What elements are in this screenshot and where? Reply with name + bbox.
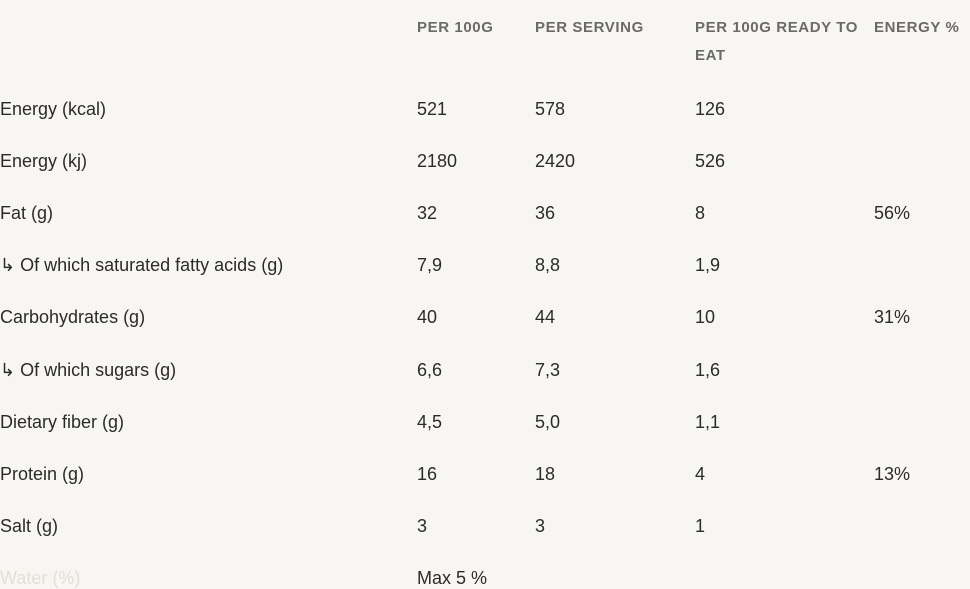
cell-value: 126 <box>695 99 726 119</box>
row-label: Fat (g) <box>0 203 54 224</box>
cell-value: 8 <box>695 203 706 224</box>
cell-value: 18 <box>535 463 556 484</box>
cell-value: 3 <box>535 515 546 536</box>
cell-value: 31% <box>874 307 911 328</box>
row-label: Protein (g) <box>0 463 85 484</box>
column-header: PER 100G <box>417 19 494 36</box>
cell-value: 6,6 <box>417 359 443 380</box>
cell-value: 44 <box>535 307 556 328</box>
cell-value: 1,6 <box>695 359 721 380</box>
cell-value: 56% <box>874 203 911 224</box>
row-label: Energy (kj) <box>0 151 88 172</box>
cell-value: 1,1 <box>695 411 721 432</box>
cell-value: 4 <box>695 463 706 484</box>
row-label: Dietary fiber (g) <box>0 411 125 432</box>
column-header: PER SERVING <box>535 19 644 36</box>
cell-value: 13% <box>874 463 911 484</box>
cell-value: 8,8 <box>535 255 561 276</box>
cell-value: 7,9 <box>417 255 443 276</box>
row-label: ↳ Of which sugars (g) <box>0 359 177 380</box>
cell-value: 16 <box>417 463 438 484</box>
cell-value: 1,9 <box>695 255 721 276</box>
cell-value: 2180 <box>417 151 458 172</box>
row-label: Salt (g) <box>0 515 59 536</box>
cell-value: 7,3 <box>535 359 561 380</box>
cell-value: 2420 <box>535 151 576 172</box>
cell-value: 1 <box>695 515 706 536</box>
row-label: Carbohydrates (g) <box>0 307 146 328</box>
cell-value: 578 <box>535 99 566 119</box>
cell-value: 40 <box>417 307 438 328</box>
row-label: Energy (kcal) <box>0 99 107 119</box>
cell-value: 521 <box>417 99 448 119</box>
column-header: ENERGY % <box>874 19 960 36</box>
cell-value: 5,0 <box>535 411 561 432</box>
cell-value: 10 <box>695 307 716 328</box>
cell-value: 4,5 <box>417 411 443 432</box>
row-label: ↳ Of which saturated fatty acids (g) <box>0 255 284 276</box>
cell-value: 526 <box>695 151 726 172</box>
column-header: PER 100G READY TO EAT <box>695 19 859 64</box>
cell-value: 32 <box>417 203 438 224</box>
cell-value: 36 <box>535 203 556 224</box>
cell-value: 3 <box>417 515 428 536</box>
